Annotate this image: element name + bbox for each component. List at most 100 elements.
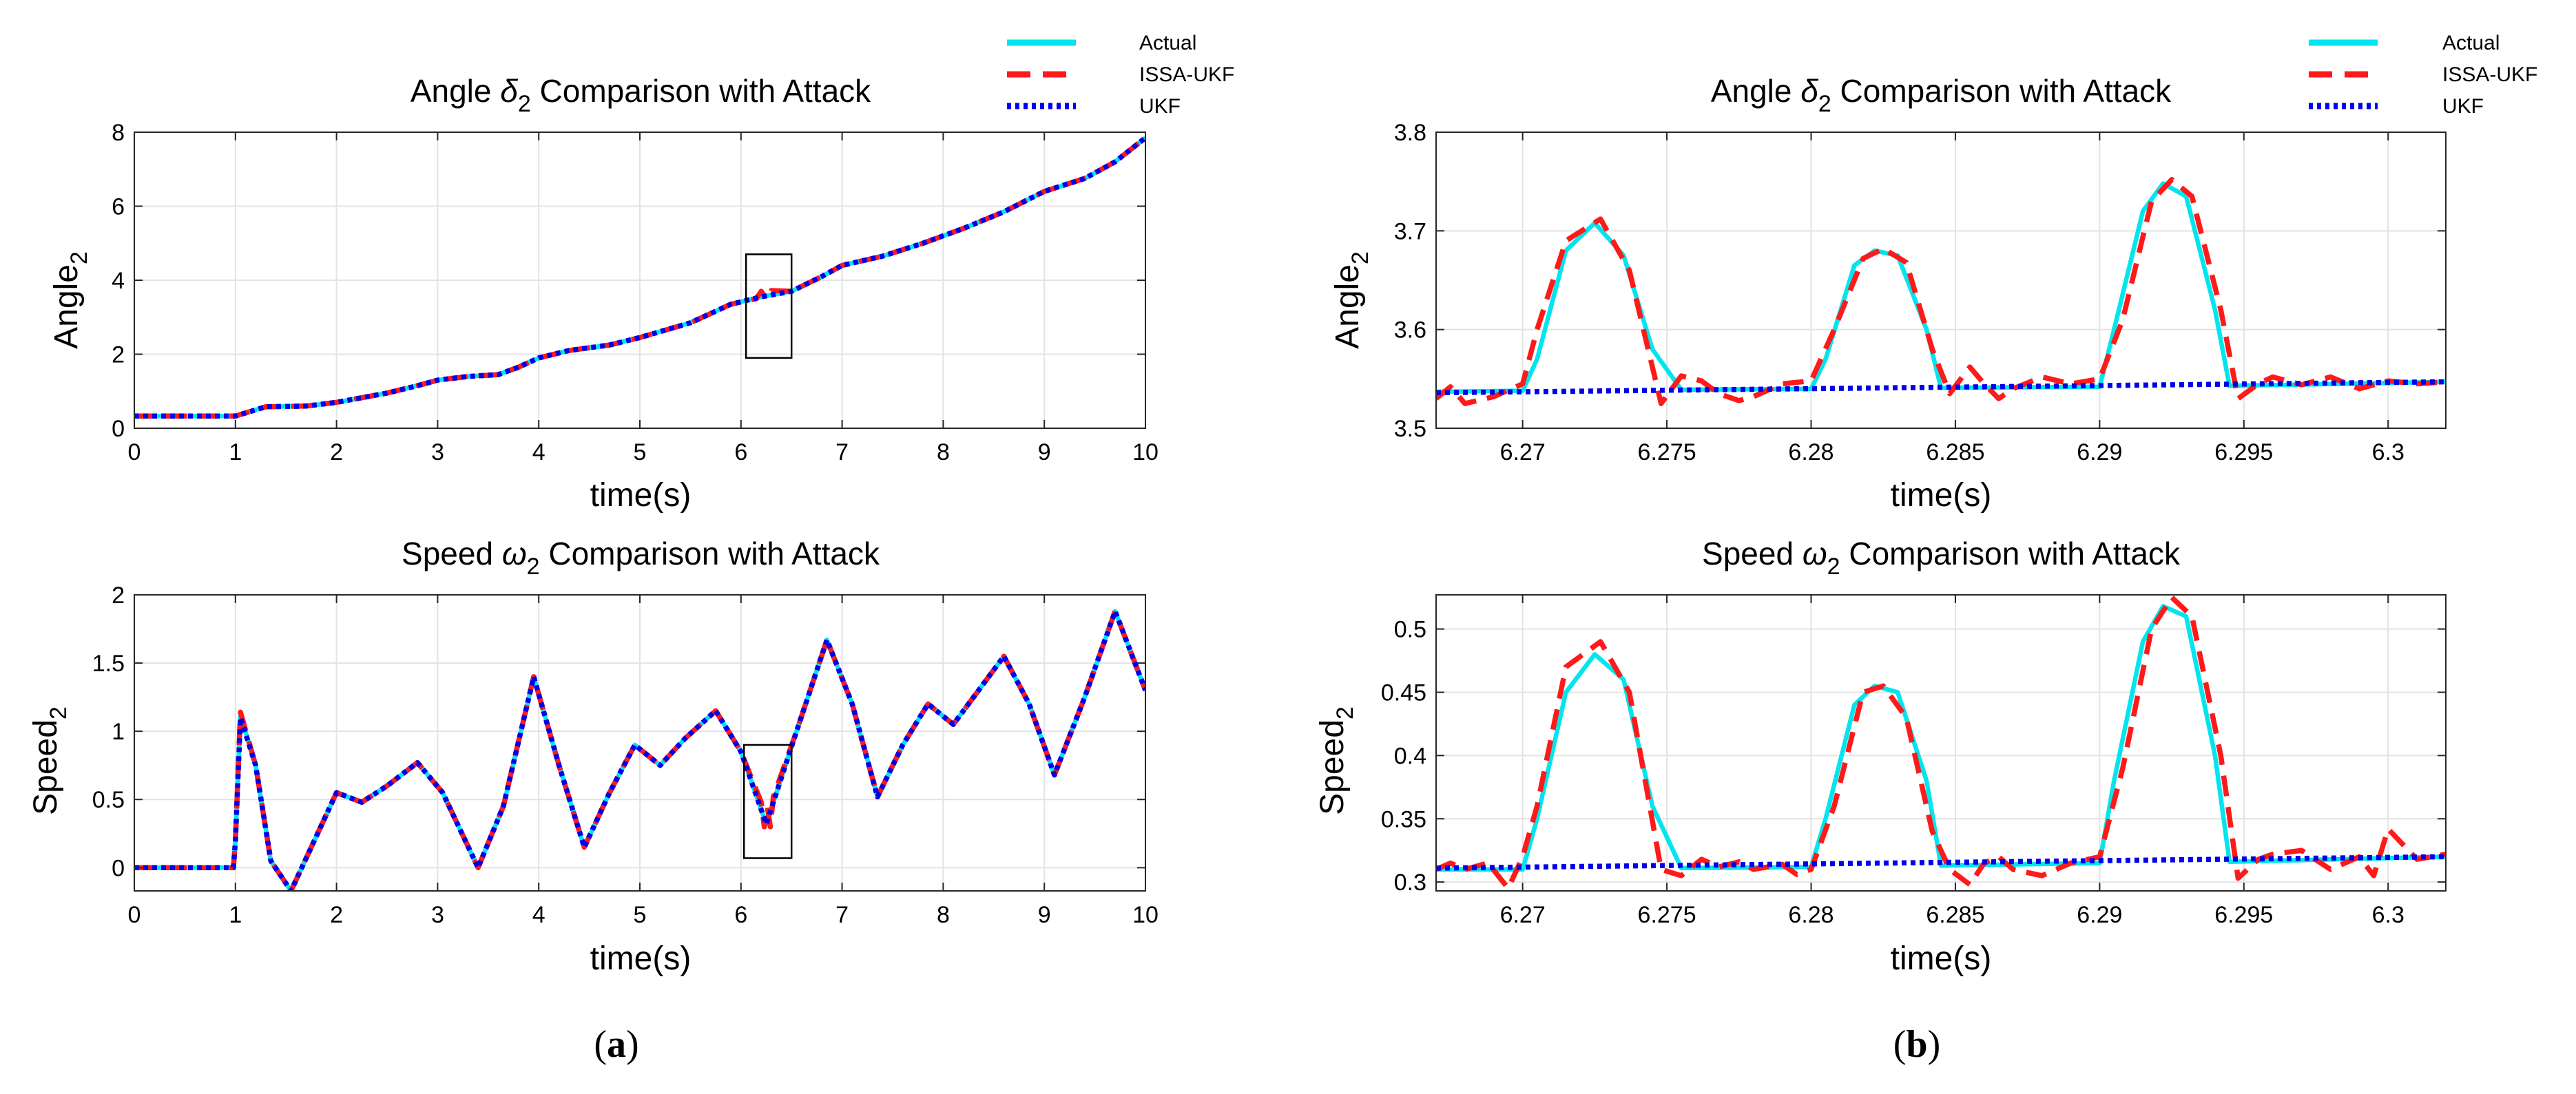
x-tick-label: 7 <box>835 439 849 465</box>
x-tick-label: 6.275 <box>1638 902 1696 928</box>
y-tick-label: 0.5 <box>1394 617 1426 643</box>
zoom-layer <box>742 744 793 859</box>
x-tick-label: 10 <box>1132 439 1159 465</box>
x-tick-label: 6 <box>734 902 747 928</box>
x-tick-label: 9 <box>1038 902 1051 928</box>
series-layer <box>1436 595 2446 891</box>
series-line-actual <box>1436 604 2446 872</box>
x-tick-label: 2 <box>330 902 343 928</box>
y-tick-label: 4 <box>112 268 125 294</box>
ticks: 6.27 6.275 6.28 6.285 6.29 6.295 6.3 0.3 0.35 0.4… <box>1381 595 2446 928</box>
x-tick-label: 8 <box>937 439 950 465</box>
legend-label-actual: Actual <box>2442 32 2500 54</box>
y-tick-label: 0.45 <box>1381 680 1426 706</box>
x-tick-label: 5 <box>634 439 647 465</box>
legend-label-actual: Actual <box>1139 32 1196 54</box>
series-line-ukf <box>134 609 1145 891</box>
chart-title: Angle δ2 Comparison with Attack <box>411 73 871 117</box>
x-tick-label: 9 <box>1038 439 1051 465</box>
chart-title: Speed ω2 Comparison with Attack <box>402 536 880 580</box>
x-tick-label: 7 <box>835 902 849 928</box>
x-axis-label: time(s) <box>1891 477 1992 514</box>
y-tick-label: 0 <box>112 855 125 881</box>
x-tick-label: 6 <box>734 439 747 465</box>
axes-box <box>1435 594 2447 892</box>
x-tick-label: 1 <box>229 902 242 928</box>
x-tick-label: 3 <box>431 902 444 928</box>
x-tick-label: 6.27 <box>1500 439 1546 465</box>
legend-label-ukf: UKF <box>2442 95 2484 118</box>
x-tick-label: 4 <box>532 902 546 928</box>
legend-left: Actual ISSA-UKF UKF <box>1007 32 1234 118</box>
x-tick-label: 1 <box>229 439 242 465</box>
x-tick-label: 6.3 <box>2372 439 2404 465</box>
series-layer <box>134 609 1145 891</box>
x-tick-label: 10 <box>1132 902 1159 928</box>
y-tick-label: 2 <box>112 342 125 368</box>
x-tick-label: 0 <box>128 902 141 928</box>
grid <box>134 132 1146 429</box>
x-axis-label: time(s) <box>1891 940 1992 977</box>
y-axis-label: Speed2 <box>1314 706 1358 815</box>
legend-label-ukf: UKF <box>1139 95 1181 118</box>
x-tick-label: 6.285 <box>1926 439 1984 465</box>
chart-title: Angle δ2 Comparison with Attack <box>1711 73 2172 117</box>
zoom-region-box <box>742 744 793 859</box>
axes-box <box>1435 132 2447 429</box>
x-tick-label: 6.29 <box>2077 902 2122 928</box>
y-tick-label: 3.8 <box>1394 120 1426 146</box>
x-tick-label: 6.27 <box>1500 902 1546 928</box>
y-tick-label: 3.5 <box>1394 416 1426 442</box>
y-tick-label: 0.4 <box>1394 743 1426 769</box>
ticks: 0 1 2 3 4 5 6 7 8 9 10 0 0.5 1 1.5 2 <box>92 582 1159 928</box>
panel-label-b: (b) <box>1893 1023 1940 1066</box>
x-tick-label: 3 <box>431 439 444 465</box>
y-tick-label: 3.7 <box>1394 218 1426 244</box>
x-tick-label: 2 <box>330 439 343 465</box>
series-layer <box>134 136 1145 419</box>
series-line-ukf <box>134 136 1145 419</box>
x-tick-label: 6.3 <box>2372 902 2404 928</box>
y-tick-label: 8 <box>112 120 125 146</box>
y-tick-label: 0.35 <box>1381 806 1426 832</box>
x-tick-label: 6.295 <box>2214 902 2273 928</box>
x-tick-label: 0 <box>128 439 141 465</box>
series-line-ukf <box>1436 379 2446 396</box>
x-tick-label: 6.28 <box>1788 902 1834 928</box>
series-line-issa-ukf <box>1436 595 2446 891</box>
series-line-ukf <box>1436 854 2446 871</box>
y-tick-label: 0.5 <box>92 787 125 813</box>
zoom-layer <box>745 253 793 359</box>
chart-speed-full: 0 1 2 3 4 5 6 7 8 9 10 0 0.5 1 1.5 2 Speed ω2 Compariso… <box>28 536 1159 977</box>
y-tick-label: 3.6 <box>1394 317 1426 344</box>
x-tick-label: 6.275 <box>1638 439 1696 465</box>
y-tick-label: 1.5 <box>92 651 125 677</box>
legend-right: Actual ISSA-UKF UKF <box>2309 32 2537 118</box>
chart-angle-zoom: 6.27 6.275 6.28 6.285 6.29 6.295 6.3 3.5 3.6 3.7 3… <box>1329 73 2447 514</box>
series-line-issa-ukf <box>1436 177 2446 406</box>
x-tick-label: 8 <box>937 902 950 928</box>
x-tick-label: 6.295 <box>2214 439 2273 465</box>
y-tick-label: 0 <box>112 416 125 442</box>
x-axis-label: time(s) <box>590 477 692 514</box>
zoom-region-box <box>745 253 793 359</box>
chart-speed-zoom: 6.27 6.275 6.28 6.285 6.29 6.295 6.3 0.3 0.35 0.4… <box>1314 536 2447 977</box>
panel-label-a: (a) <box>594 1023 638 1066</box>
x-tick-label: 6.285 <box>1926 902 1984 928</box>
y-axis-label: Angle2 <box>48 251 92 349</box>
y-tick-label: 0.3 <box>1394 870 1426 896</box>
chart-title: Speed ω2 Comparison with Attack <box>1702 536 2181 580</box>
legend-label-issa-ukf: ISSA-UKF <box>1139 63 1234 86</box>
y-axis-label: Speed2 <box>28 706 72 815</box>
y-axis-label: Angle2 <box>1329 251 1373 349</box>
ticks: 0 1 2 3 4 5 6 7 8 9 10 0 2 4 6 8 <box>112 120 1159 465</box>
series-layer <box>1436 177 2446 406</box>
x-tick-label: 6.28 <box>1788 439 1834 465</box>
grid <box>134 594 1146 891</box>
x-tick-label: 5 <box>634 902 647 928</box>
x-tick-label: 4 <box>532 439 546 465</box>
chart-angle-full: 0 1 2 3 4 5 6 7 8 9 10 0 2 4 6 8 Angle δ2 Comparison wi… <box>48 73 1159 514</box>
x-axis-label: time(s) <box>590 940 692 977</box>
ticks: 6.27 6.275 6.28 6.285 6.29 6.295 6.3 3.5 3.6 3.7 3… <box>1394 120 2446 465</box>
